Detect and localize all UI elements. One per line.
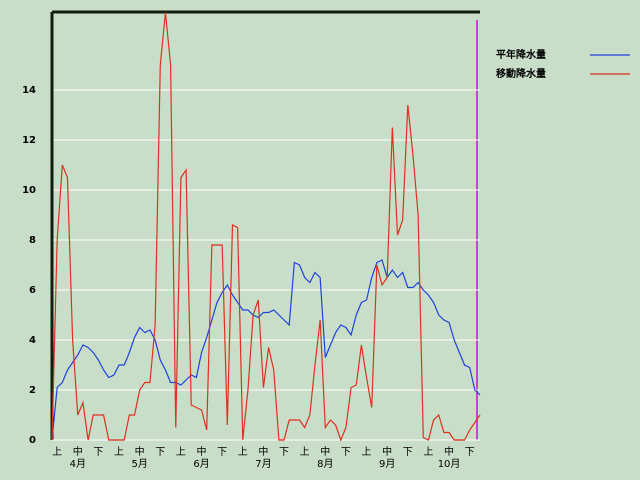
y-tick-label: 8 [29,235,36,246]
y-tick-label: 10 [22,185,36,196]
series-line [51,12,481,442]
x-tick-label: 下 [341,447,351,458]
y-tick-label: 14 [22,85,36,96]
x-tick-label: 中 [382,445,392,458]
month-label: 10月 [438,458,461,470]
x-tick-label: 下 [279,447,289,458]
x-tick-label: 下 [155,447,165,458]
x-tick-label: 下 [403,447,413,458]
y-tick-label: 12 [22,135,36,146]
x-tick-label: 下 [465,447,475,458]
x-tick-label: 上 [114,446,124,458]
x-tick-label: 下 [93,447,103,458]
x-tick-label: 中 [320,445,330,458]
month-label: 7月 [255,458,271,470]
x-tick-label: 中 [258,445,268,458]
x-tick-label: 中 [444,445,454,458]
x-tick-label: 上 [300,446,310,458]
y-tick-label: 6 [29,285,36,296]
y-tick-label: 0 [29,435,36,446]
x-tick-label: 上 [238,446,248,458]
x-tick-label: 中 [135,445,145,458]
y-tick-label: 4 [29,335,36,346]
month-label: 5月 [131,458,147,470]
legend-label: 平年降水量 [496,48,546,61]
month-label: 8月 [317,458,333,470]
x-tick-label: 中 [73,445,83,458]
x-tick-label: 中 [197,445,207,458]
month-label: 6月 [193,458,209,470]
x-tick-label: 上 [52,446,62,458]
series-line [51,259,481,441]
y-tick-label: 2 [29,385,36,396]
month-label: 4月 [70,458,86,470]
legend-label: 移動降水量 [496,67,546,80]
x-tick-label: 上 [362,446,372,458]
x-tick-label: 下 [217,447,227,458]
x-tick-label: 上 [176,446,186,458]
x-tick-label: 上 [423,446,433,458]
month-label: 9月 [379,458,395,470]
